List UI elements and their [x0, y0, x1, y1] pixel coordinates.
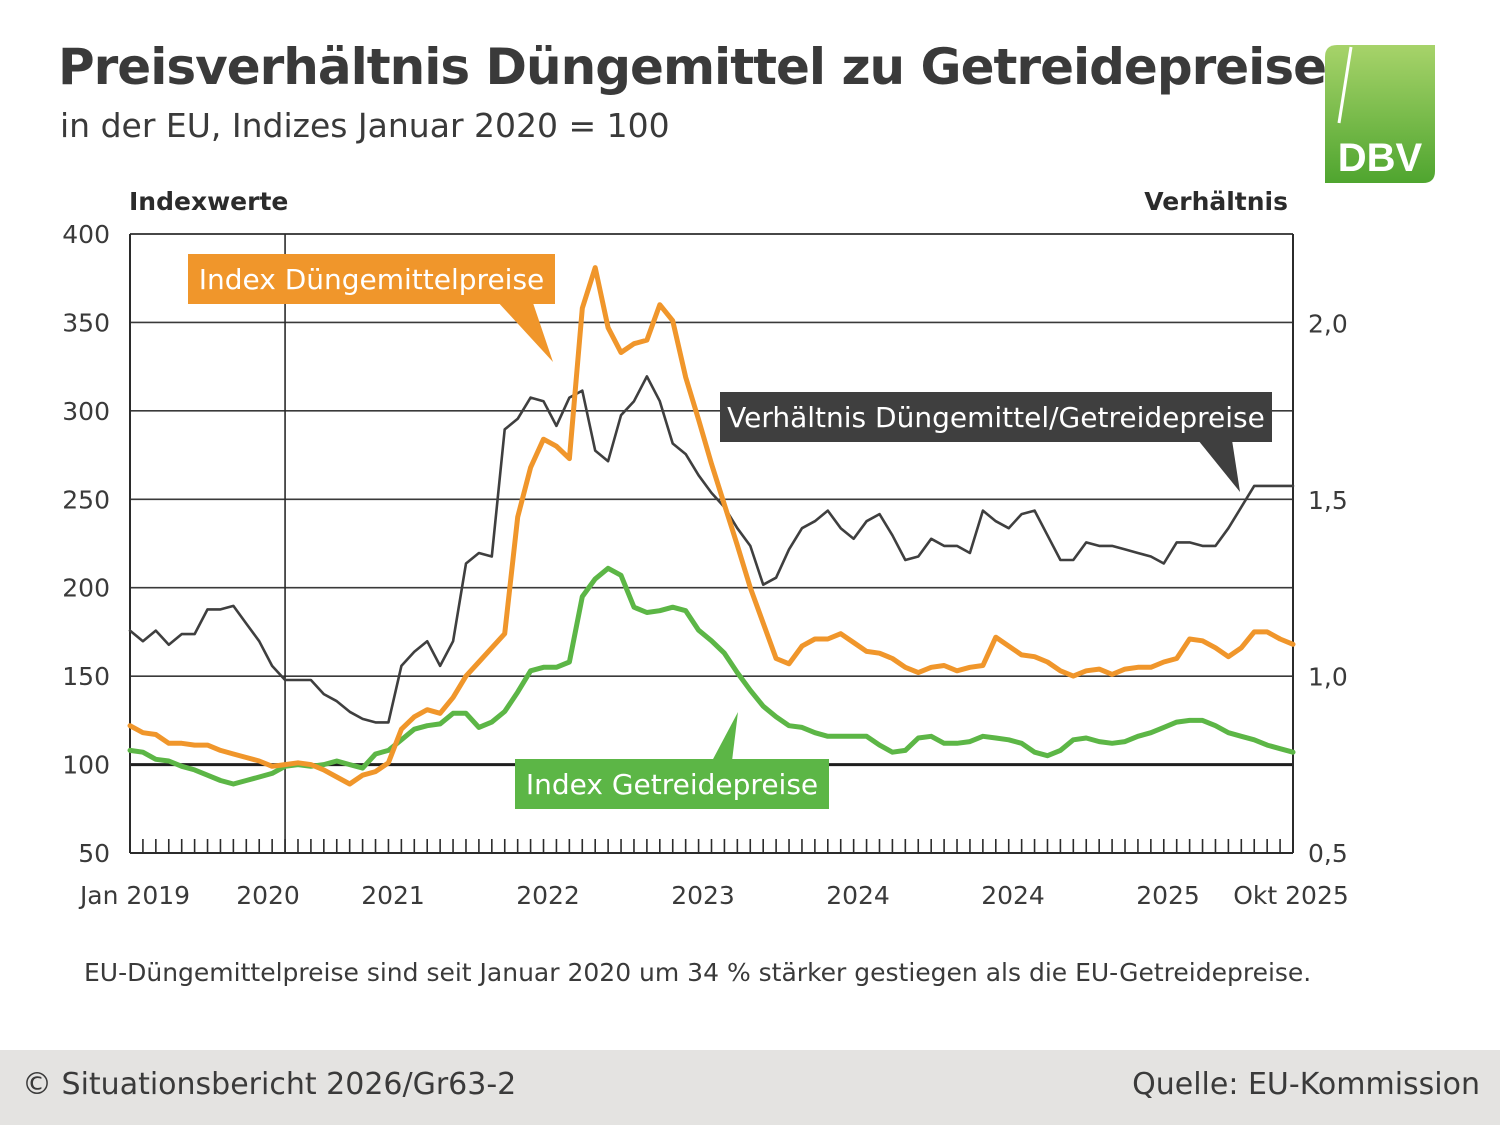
y-right-tick-label: 1,0	[1308, 663, 1348, 692]
fertilizer-line	[127, 265, 1296, 787]
legend-ratio-box	[720, 392, 1272, 442]
source-text: Quelle: EU-Kommission	[1132, 1067, 1480, 1102]
x-tick-label: Okt 2025	[1233, 881, 1349, 910]
legend-fertilizer-text: Index Düngemittelpreise	[199, 263, 545, 296]
chart-subtitle: in der EU, Indizes Januar 2020 = 100	[60, 106, 670, 145]
dbv-logo: DBV	[1325, 45, 1435, 183]
legend-fertilizer-pointer	[496, 300, 553, 362]
y-left-tick-label: 200	[62, 574, 110, 603]
x-tick-label: Jan 2019	[78, 881, 190, 910]
chart-note: EU-Düngemittelpreise sind seit Januar 20…	[84, 958, 1312, 987]
legend-grain-pointer	[712, 712, 738, 761]
y-right-tick-label: 0,5	[1308, 839, 1348, 868]
x-tick-label: 2023	[671, 881, 735, 910]
legend-grain-text: Index Getreidepreise	[526, 768, 818, 801]
y-left-tick-label: 350	[62, 308, 110, 337]
legend-ratio-text: Verhältnis Düngemittel/Getreidepreise	[727, 401, 1265, 434]
y-axis-left-label: Indexwerte	[129, 187, 288, 216]
y-left-tick-label: 250	[62, 485, 110, 514]
y-left-tick-label: 300	[62, 397, 110, 426]
x-tick-label: 2022	[516, 881, 580, 910]
x-tick-label: 2024	[826, 881, 890, 910]
legend-ratio: Verhältnis Düngemittel/Getreidepreise	[720, 392, 1272, 492]
legend-fertilizer-box	[188, 254, 555, 304]
y-left-tick-label: 400	[62, 220, 110, 249]
chart-title: Preisverhältnis Düngemittel zu Getreidep…	[58, 38, 1362, 96]
x-tick-label: 2025	[1136, 881, 1200, 910]
grain-line	[127, 565, 1296, 787]
logo-text: DBV	[1338, 136, 1423, 180]
y-axis-right-label: Verhältnis	[1144, 187, 1288, 216]
ratio-line	[128, 375, 1295, 724]
y-right-tick-label: 2,0	[1308, 310, 1348, 339]
footer-bar: © Situationsbericht 2026/Gr63-2 Quelle: …	[0, 1050, 1500, 1125]
copyright-text: © Situationsbericht 2026/Gr63-2	[22, 1067, 517, 1102]
legend-fertilizer: Index Düngemittelpreise	[188, 254, 555, 362]
line-chart: 400 350 300 250 200 150 100 50 2,0 1,5 1,0 0,5 Jan 2…	[62, 187, 1349, 910]
x-tick-label: 2024	[981, 881, 1045, 910]
y-left-tick-label: 50	[78, 839, 110, 868]
x-tick-label: 2020	[236, 881, 300, 910]
y-right-tick-label: 1,5	[1308, 486, 1348, 515]
x-tick-label: 2021	[361, 881, 425, 910]
legend-grain: Index Getreidepreise	[515, 712, 829, 809]
y-left-tick-label: 150	[62, 662, 110, 691]
y-left-tick-label: 100	[62, 751, 110, 780]
legend-ratio-pointer	[1198, 440, 1240, 492]
legend-grain-box	[515, 759, 829, 809]
